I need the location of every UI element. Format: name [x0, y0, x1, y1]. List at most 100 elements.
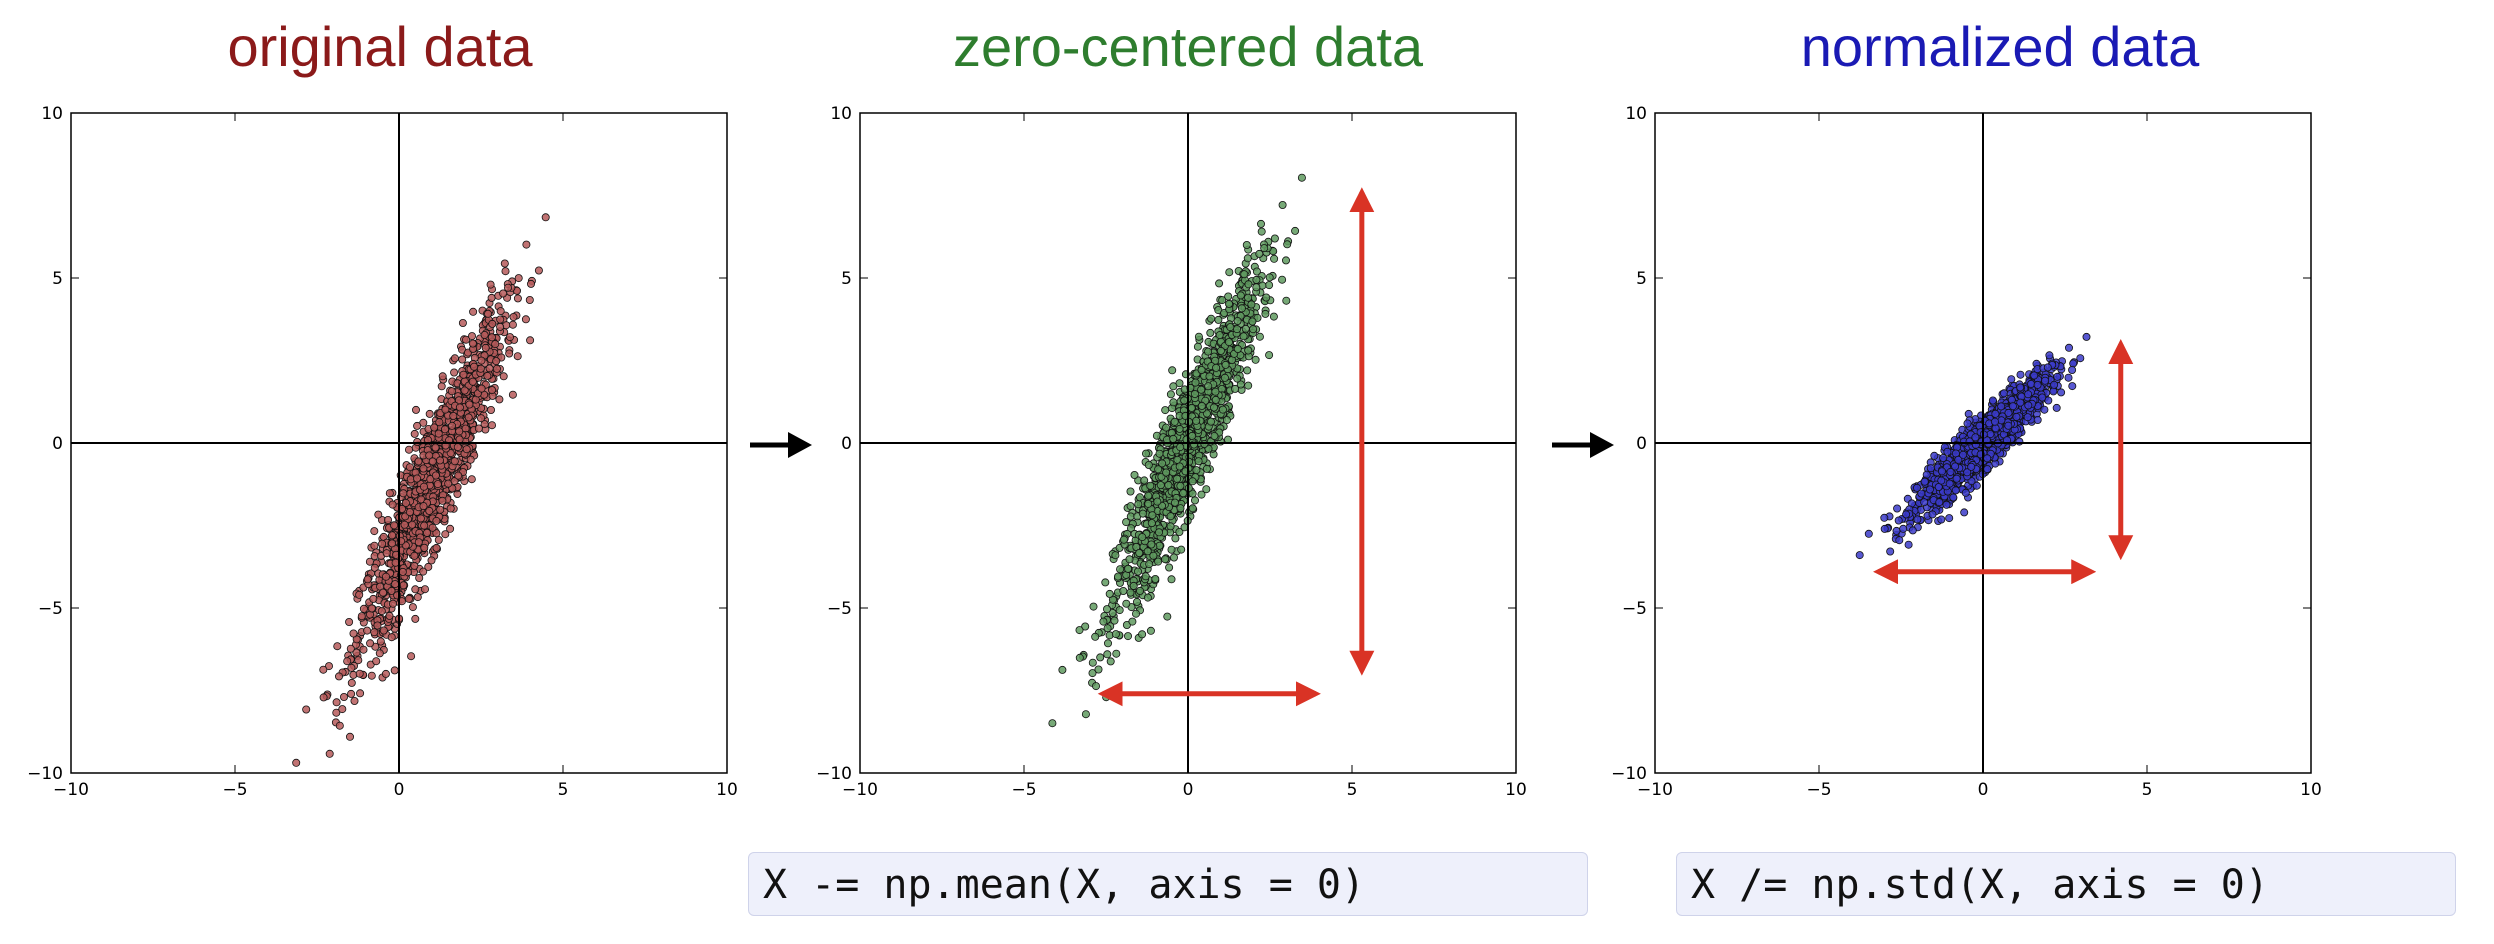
scatter-point [431, 471, 440, 480]
scatter-point [370, 541, 379, 550]
scatter-point [1166, 522, 1175, 531]
scatter-point [319, 665, 328, 674]
scatter-point [464, 413, 473, 422]
scatter-point [1260, 244, 1269, 253]
scatter-point [1136, 586, 1145, 595]
scatter-point [1115, 606, 1124, 615]
scatter-point [1188, 477, 1197, 486]
scatter-point [1144, 499, 1153, 508]
scatter-point [522, 240, 531, 249]
x-tick-label: 5 [558, 780, 569, 800]
scatter-point [455, 403, 464, 412]
scatter-point [492, 364, 501, 373]
scatter-point [1133, 597, 1142, 606]
scatter-point [1218, 405, 1227, 414]
x-tick-label: 0 [1978, 780, 1989, 800]
scatter-point [1176, 443, 1185, 452]
scatter-point [1130, 470, 1139, 479]
scatter-point [514, 274, 523, 283]
y-tick-label: 5 [841, 269, 852, 289]
scatter-point [1204, 347, 1213, 356]
scatter-point [419, 567, 428, 576]
scatter-point [1257, 227, 1266, 236]
scatter-point [1169, 398, 1178, 407]
scatter-point [1899, 524, 1908, 533]
scatter-point [1134, 567, 1143, 576]
y-tick-label: −5 [38, 599, 63, 619]
scatter-point [416, 514, 425, 523]
scatter-point [407, 652, 416, 661]
scatter-point [1212, 363, 1221, 372]
scatter-point [1244, 280, 1253, 289]
scatter-point [430, 423, 439, 432]
scatter-point [1210, 403, 1219, 412]
scatter-point [419, 418, 428, 427]
scatter-point [365, 557, 374, 566]
scatter-point [458, 355, 467, 364]
scatter-point [1161, 406, 1170, 415]
scatter-point [1963, 419, 1972, 428]
scatter-point [1094, 665, 1103, 674]
scatter-point [379, 626, 388, 635]
scatter-point [1904, 540, 1913, 549]
scatter-point [1880, 513, 1889, 522]
scatter-point [434, 536, 443, 545]
scatter-point [1122, 518, 1131, 527]
scatter-point [400, 520, 409, 529]
scatter-point [388, 500, 397, 509]
scatter-point [408, 603, 417, 612]
scatter-point [1091, 632, 1100, 641]
scatter-point [413, 437, 422, 446]
scatter-point [436, 505, 445, 514]
scatter-point [347, 663, 356, 672]
scatter-point [534, 266, 543, 275]
scatter-point [468, 339, 477, 348]
scatter-point [374, 510, 383, 519]
scatter-point [415, 574, 424, 583]
y-tick-label: −10 [27, 764, 63, 784]
x-tick-label: −5 [1806, 780, 1831, 800]
y-tick-label: −5 [827, 599, 852, 619]
scatter-point [525, 295, 534, 304]
scatter-point [1239, 332, 1248, 341]
scatter-point [2053, 372, 2062, 381]
scatter-point [2050, 380, 2059, 389]
scatter-point [1134, 500, 1143, 509]
x-tick-label: 10 [1505, 780, 1527, 800]
scatter-point [2045, 351, 2054, 360]
scatter-point [388, 539, 397, 548]
scatter-point [1282, 296, 1291, 305]
scatter-point [486, 280, 495, 289]
scatter-point [1262, 293, 1271, 302]
scatter-point [505, 333, 514, 342]
scatter-point [387, 586, 396, 595]
scatter-point [1151, 575, 1160, 584]
scatter-point [399, 489, 408, 498]
scatter-point [521, 315, 530, 324]
scatter-point [414, 538, 423, 547]
scatter-point [1126, 487, 1135, 496]
scatter-point [509, 312, 518, 321]
scatter-point [1106, 657, 1115, 666]
scatter-point [1075, 626, 1084, 635]
scatter-point [1241, 324, 1250, 333]
scatter-point [376, 637, 385, 646]
scatter-point [1880, 524, 1889, 533]
y-tick-label: 10 [830, 104, 852, 124]
scatter-point [419, 482, 428, 491]
scatter-point [1244, 293, 1253, 302]
scatter-point [1190, 389, 1199, 398]
scatter-point [1197, 490, 1206, 499]
scatter-point [345, 732, 354, 741]
scatter-point [420, 585, 429, 594]
scatter-point [2007, 395, 2016, 404]
scatter-point [391, 580, 400, 589]
scatter-point [1937, 515, 1946, 524]
scatter-point [1983, 465, 1992, 474]
scatter-point [1101, 578, 1110, 587]
scatter-point [505, 349, 514, 358]
